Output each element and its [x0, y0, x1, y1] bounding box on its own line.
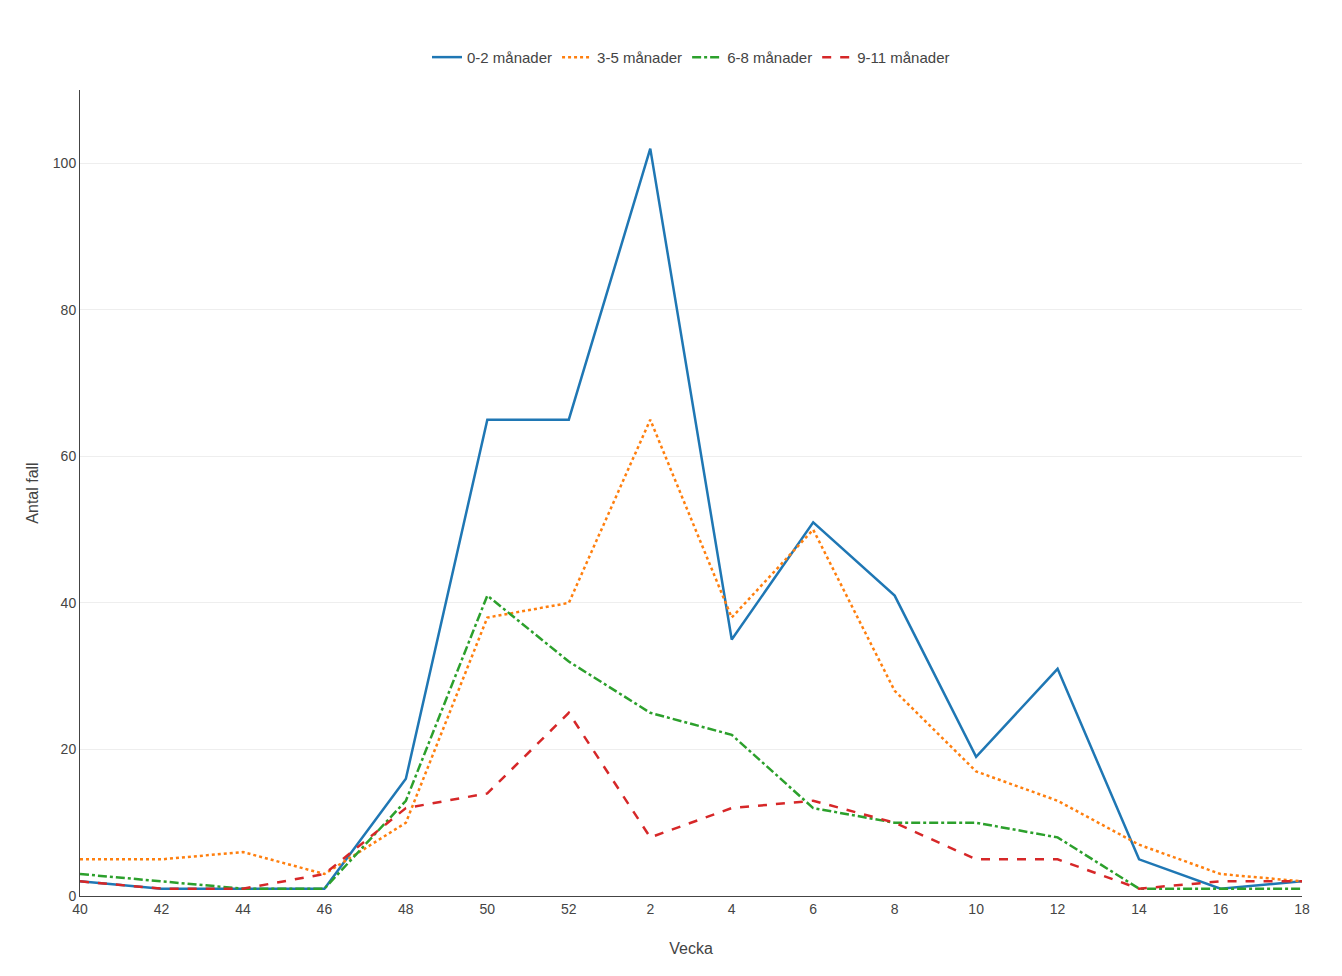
svg-text:40: 40: [72, 901, 88, 917]
svg-text:12: 12: [1050, 901, 1066, 917]
svg-text:100: 100: [53, 155, 77, 171]
svg-text:48: 48: [398, 901, 414, 917]
svg-text:Antal fall: Antal fall: [24, 462, 41, 523]
svg-text:8: 8: [891, 901, 899, 917]
svg-text:42: 42: [154, 901, 170, 917]
svg-text:40: 40: [61, 595, 77, 611]
svg-text:14: 14: [1131, 901, 1147, 917]
svg-text:0-2 månader: 0-2 månader: [467, 49, 552, 66]
svg-text:10: 10: [968, 901, 984, 917]
svg-text:80: 80: [61, 302, 77, 318]
svg-text:16: 16: [1213, 901, 1229, 917]
svg-text:6-8 månader: 6-8 månader: [727, 49, 812, 66]
svg-text:6: 6: [809, 901, 817, 917]
svg-text:60: 60: [61, 448, 77, 464]
svg-text:2: 2: [646, 901, 654, 917]
svg-text:9-11 månader: 9-11 månader: [857, 49, 949, 66]
svg-text:18: 18: [1294, 901, 1310, 917]
svg-text:3-5 månader: 3-5 månader: [597, 49, 682, 66]
svg-text:Vecka: Vecka: [669, 940, 713, 957]
svg-text:20: 20: [61, 741, 77, 757]
svg-text:4: 4: [728, 901, 736, 917]
svg-text:0: 0: [68, 888, 76, 904]
svg-text:46: 46: [317, 901, 333, 917]
svg-text:52: 52: [561, 901, 577, 917]
svg-text:44: 44: [235, 901, 251, 917]
svg-text:50: 50: [480, 901, 496, 917]
